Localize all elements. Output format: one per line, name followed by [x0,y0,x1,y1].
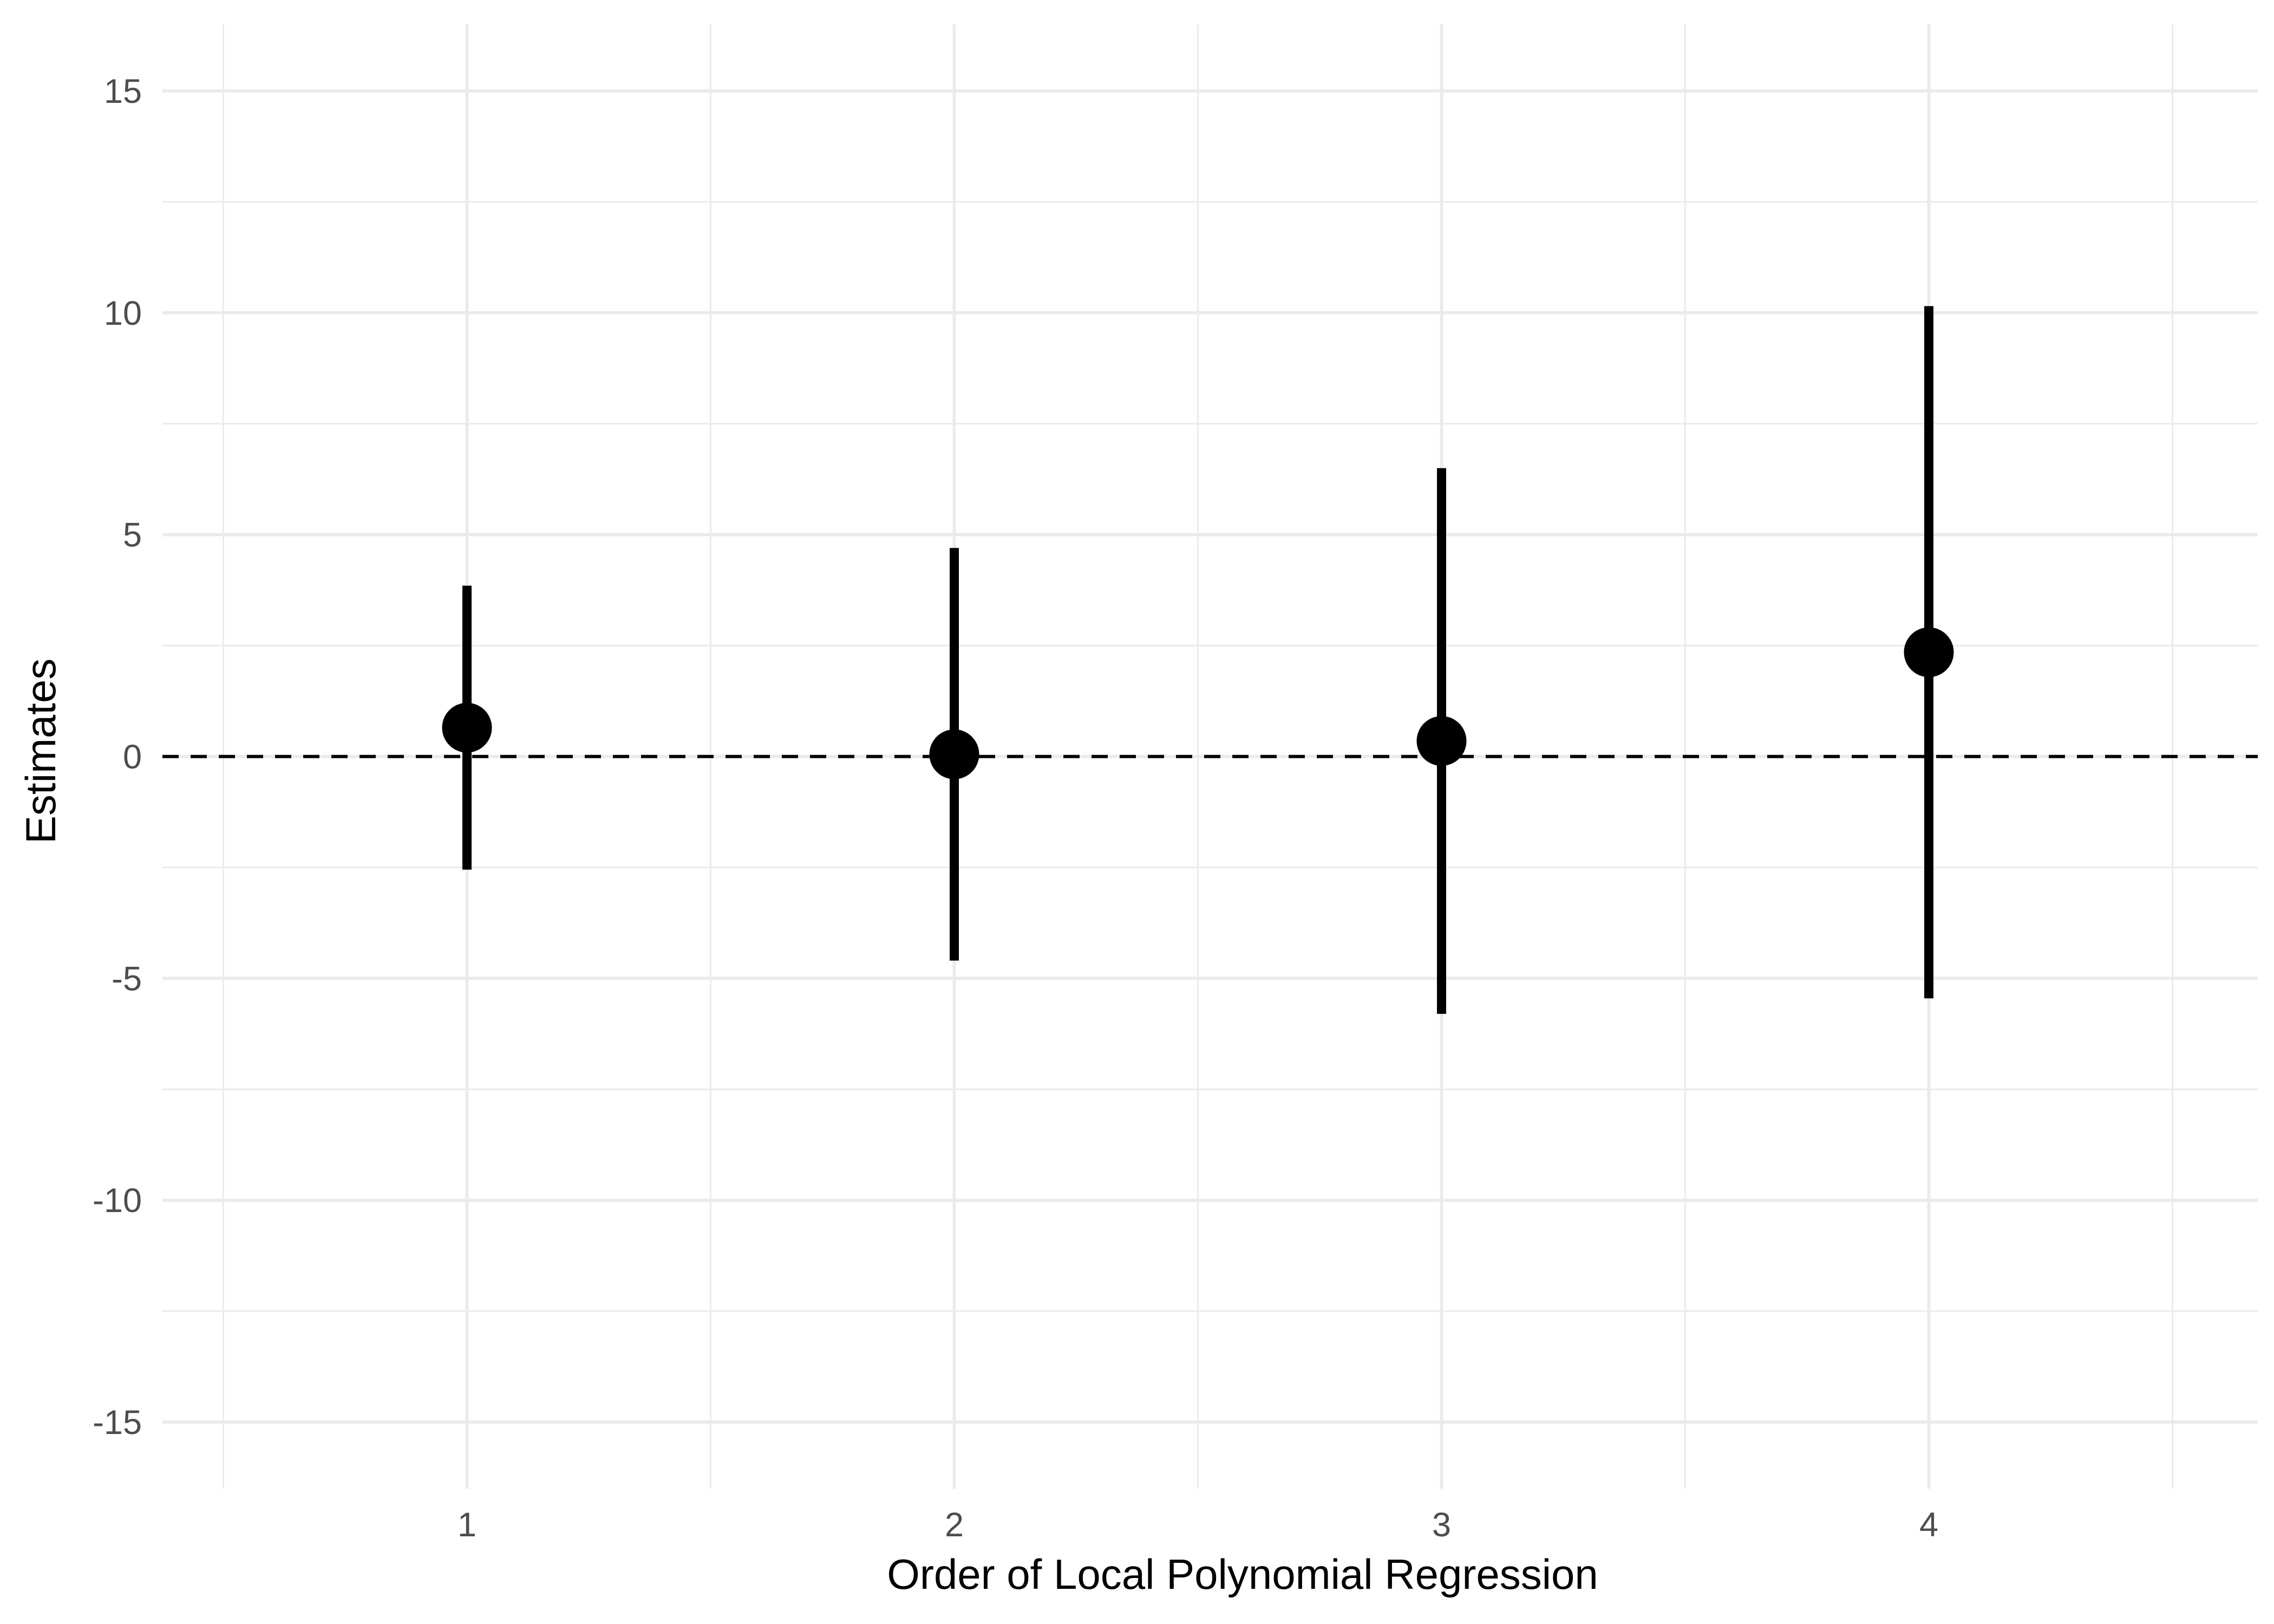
y-tick-label: 0 [123,738,142,776]
data-points [442,627,1954,780]
y-tick-label: 10 [104,294,142,332]
data-point [442,703,492,753]
data-point [1416,716,1467,766]
data-point [1904,627,1954,677]
x-tick-label: 2 [945,1506,964,1544]
y-tick-label: -15 [93,1404,142,1442]
x-axis-title: Order of Local Polynomial Regression [887,1550,1598,1598]
y-tick-label: 5 [123,516,142,554]
x-tick-labels: 1 2 3 4 [458,1506,1938,1544]
x-tick-label: 1 [458,1506,476,1544]
y-tick-labels: -15 -10 -5 0 5 10 15 [93,73,142,1442]
y-tick-label: 15 [104,73,142,110]
y-axis-title: Estimates [17,658,64,843]
x-tick-label: 4 [1919,1506,1938,1544]
x-tick-label: 3 [1432,1506,1451,1544]
data-point [929,729,979,780]
y-tick-label: -5 [112,960,142,998]
y-tick-label: -10 [93,1182,142,1220]
